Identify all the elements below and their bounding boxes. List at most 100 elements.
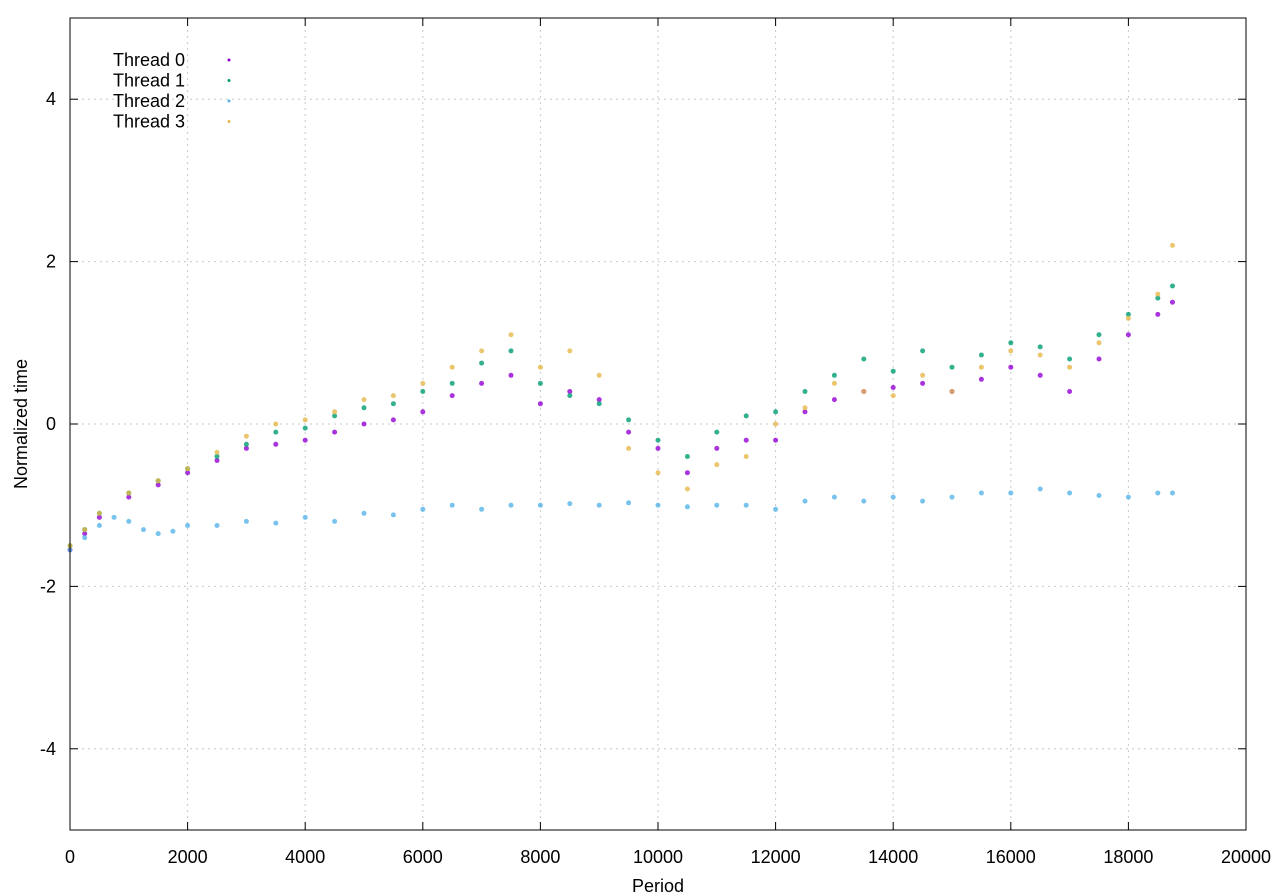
data-point [978,490,984,496]
data-point [214,454,220,459]
x-tick-label: 18000 [1103,847,1153,867]
series-thread-2 [67,486,1175,553]
data-point [537,380,543,386]
data-point [1170,242,1175,248]
x-tick-labels: 0 2000 4000 6000 8000 10000 12000 14000 16000 180… [65,847,1271,867]
data-points [67,242,1175,553]
data-point [1125,315,1131,321]
data-point [155,531,161,537]
data-point [449,393,455,399]
data-point [155,478,161,484]
data-point [684,486,690,492]
data-point [96,523,102,528]
data-point [390,512,396,518]
data-point [243,445,249,451]
data-point [508,332,514,338]
data-point [802,409,808,415]
data-point [802,498,808,504]
x-tick-label: 14000 [868,847,918,867]
data-point [743,437,749,443]
data-point [1125,311,1131,317]
data-point [567,501,573,507]
data-point [1170,283,1175,289]
legend-entry-label: Thread 1 [113,71,185,91]
data-point [626,417,632,423]
grid-lines [70,18,1246,830]
data-point [1170,299,1175,305]
data-point [361,397,367,403]
data-point [332,413,338,419]
data-point [684,454,690,459]
data-point [390,393,396,399]
data-point [1155,490,1161,496]
data-point [537,502,543,508]
data-point [273,441,279,447]
data-point [743,413,749,419]
data-point [302,425,308,431]
data-point [596,401,602,407]
x-tick-label: 8000 [520,847,560,867]
data-point [567,389,573,394]
data-point [1067,490,1073,496]
data-point [155,482,161,488]
data-point [684,504,690,510]
y-tick-label: 2 [46,252,56,272]
data-point [773,506,779,512]
data-point [126,494,132,500]
data-point [890,385,896,390]
data-point [920,348,926,354]
data-point [1067,389,1073,394]
legend-entry-label: Thread 0 [113,50,185,70]
data-point [82,535,88,541]
data-point [273,421,279,427]
data-point [243,433,249,439]
data-point [655,445,661,451]
data-point [82,531,88,537]
data-point [126,490,132,496]
data-point [861,498,867,504]
data-point [1008,340,1014,346]
data-point [361,510,367,516]
data-point [508,372,514,378]
x-axis-label: Period [632,876,684,896]
x-tick-label: 2000 [168,847,208,867]
data-point [978,352,984,358]
data-point [508,502,514,508]
data-point [743,454,749,459]
data-point [214,458,220,463]
x-tick-label: 4000 [285,847,325,867]
x-tick-label: 12000 [751,847,801,867]
legend-marker [227,58,231,62]
legend-marker [227,99,231,103]
data-point [302,514,308,520]
data-point [1125,332,1131,338]
data-point [949,494,955,500]
data-point [1096,340,1102,346]
data-point [185,466,191,472]
data-point [655,470,661,476]
data-point [596,397,602,403]
data-point [185,523,191,528]
data-point [1008,348,1014,354]
data-point [1008,364,1014,370]
data-point [1037,486,1043,492]
data-point [82,527,88,533]
data-point [361,421,367,427]
data-point [1067,356,1073,362]
data-point [949,364,955,370]
data-point [96,510,102,516]
data-point [890,393,896,399]
data-point [949,389,955,394]
data-point [332,429,338,435]
data-point [243,441,249,447]
data-point [714,429,720,435]
data-point [773,421,779,427]
data-point [714,445,720,451]
data-point [243,518,249,524]
data-point [96,514,102,520]
data-point [390,417,396,423]
data-point [479,380,485,386]
y-tick-label: 4 [46,89,56,109]
x-tick-label: 0 [65,847,75,867]
